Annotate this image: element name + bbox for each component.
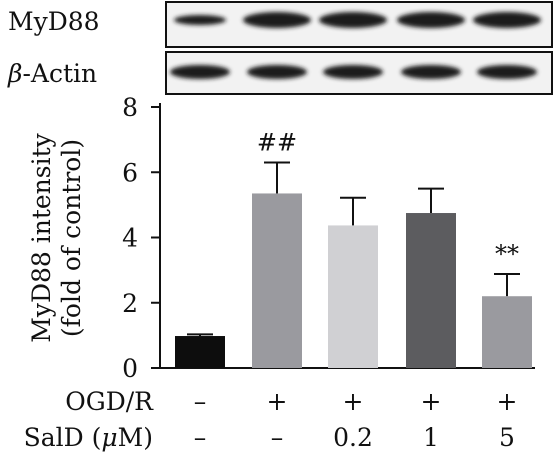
y-tick-label: 8: [122, 93, 138, 122]
condition-label-text: SalD (: [24, 423, 102, 452]
bar: [252, 193, 302, 368]
condition-value: 5: [499, 423, 515, 452]
plot-area: 0 2 4 6 8 ## **: [122, 93, 535, 383]
y-tick-label: 6: [122, 158, 138, 187]
condition-value: –: [194, 387, 207, 416]
y-axis-label-line1: MyD88 intensity: [27, 132, 56, 342]
blot-band: [401, 65, 461, 79]
blot-label-actin-text: -Actin: [22, 59, 97, 88]
y-axis-label-line2: (fold of control): [57, 139, 86, 337]
blot-band: [473, 12, 541, 28]
blot-label-myd88: MyD88: [8, 7, 100, 36]
y-tick-label: 0: [122, 354, 138, 383]
condition-label-suffix: M): [118, 423, 153, 452]
condition-value: –: [194, 423, 207, 452]
condition-value: +: [497, 387, 518, 416]
condition-table: OGD/R – + + + + SalD (μM) – – 0.2 1 5: [24, 387, 518, 452]
bar: [328, 225, 378, 368]
blot-band: [477, 65, 537, 79]
condition-value: +: [267, 387, 288, 416]
condition-value: –: [271, 423, 284, 452]
y-tick-label: 2: [122, 289, 138, 318]
blot-label-actin: β-Actin: [7, 59, 97, 88]
significance-label: ##: [257, 128, 297, 156]
condition-label-text: OGD/R: [65, 387, 154, 416]
blot-label-actin-prefix: β: [7, 59, 22, 88]
blot-band: [323, 65, 383, 79]
significance-label: **: [495, 240, 519, 268]
condition-label: SalD (μM): [24, 423, 153, 452]
condition-label-unit-prefix: μ: [101, 423, 117, 452]
blot-band: [174, 15, 226, 25]
blot-band: [397, 12, 465, 28]
blot-band: [247, 65, 307, 79]
blot-bands-actin: [170, 65, 537, 79]
condition-value: +: [421, 387, 442, 416]
condition-value: 1: [423, 423, 439, 452]
blot-myd88: MyD88: [8, 1, 553, 48]
blot-band: [319, 12, 387, 28]
bar: [406, 213, 456, 368]
y-tick-label: 4: [122, 224, 138, 253]
bar: [175, 336, 225, 368]
blot-actin: β-Actin: [7, 51, 553, 95]
blot-band: [243, 12, 311, 28]
blot-bands-myd88: [174, 12, 541, 28]
condition-label: OGD/R: [65, 387, 154, 416]
blot-band: [170, 65, 230, 79]
bar: [482, 296, 532, 368]
condition-value: +: [343, 387, 364, 416]
condition-value: 0.2: [333, 423, 373, 452]
